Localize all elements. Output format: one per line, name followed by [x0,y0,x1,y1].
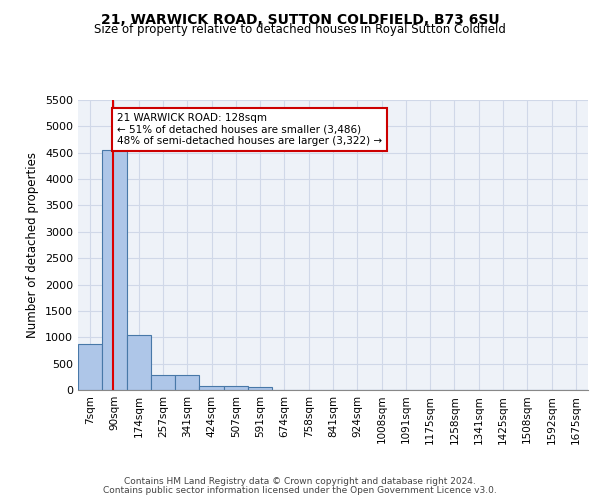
Bar [224,386,248,390]
Bar [78,344,102,390]
Bar [175,374,199,390]
Bar [127,334,151,390]
Y-axis label: Number of detached properties: Number of detached properties [26,152,40,338]
Bar [102,150,127,390]
Bar [199,386,224,390]
Bar [248,388,272,390]
Text: Contains HM Land Registry data © Crown copyright and database right 2024.: Contains HM Land Registry data © Crown c… [124,477,476,486]
Bar [151,374,175,390]
Text: 21 WARWICK ROAD: 128sqm
← 51% of detached houses are smaller (3,486)
48% of semi: 21 WARWICK ROAD: 128sqm ← 51% of detache… [117,113,382,146]
Text: Size of property relative to detached houses in Royal Sutton Coldfield: Size of property relative to detached ho… [94,22,506,36]
Text: 21, WARWICK ROAD, SUTTON COLDFIELD, B73 6SU: 21, WARWICK ROAD, SUTTON COLDFIELD, B73 … [101,12,499,26]
Text: Contains public sector information licensed under the Open Government Licence v3: Contains public sector information licen… [103,486,497,495]
